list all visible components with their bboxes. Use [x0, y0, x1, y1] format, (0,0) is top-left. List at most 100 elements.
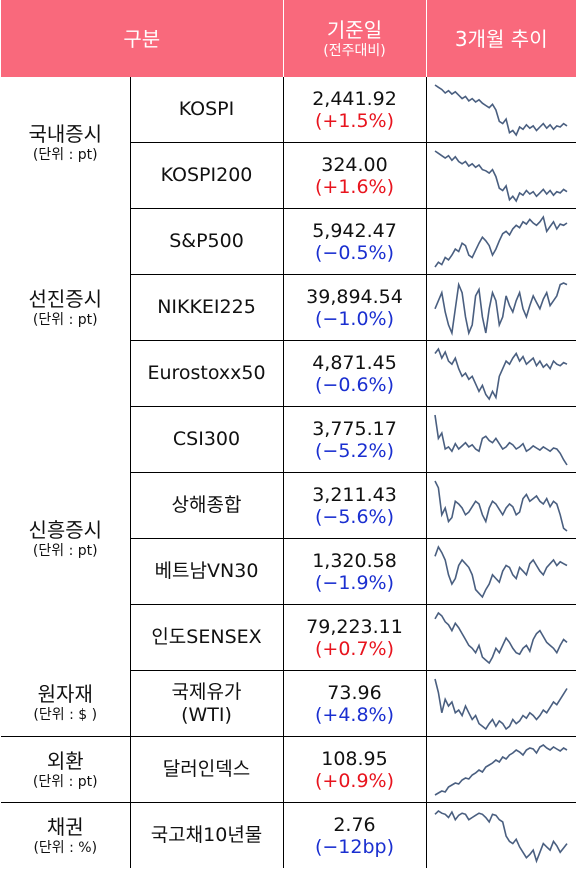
item-name: 상해종합 — [130, 472, 284, 539]
item-change: (+1.5%) — [314, 109, 394, 132]
value-cell: 3,775.17 (−5.2%) — [283, 406, 427, 473]
trend-cell — [426, 538, 576, 605]
sparkline-series — [434, 414, 568, 465]
sparkline-series — [434, 346, 568, 401]
sparkline-series — [434, 611, 568, 664]
value-cell: 4,871.45 (−0.6%) — [283, 340, 427, 407]
sparkline-series — [434, 809, 568, 863]
trend-cell — [426, 274, 576, 341]
table-row: 선진증시 (단위 : pt) S&P500 5,942.47 (−0.5%) — [1, 208, 576, 407]
value-cell: 79,223.11 (+0.7%) — [283, 604, 427, 671]
item-name: 국고채10년물 — [130, 802, 284, 868]
sparkline-series — [434, 214, 568, 267]
group-cell: 신흥증시 (단위 : pt) — [1, 406, 131, 671]
group-name: 신흥증시 — [28, 517, 103, 542]
group-name: 국내증시 — [28, 121, 103, 146]
item-change: (+0.9%) — [314, 769, 394, 792]
trend-cell — [426, 142, 576, 209]
sparkline-series — [434, 281, 568, 336]
trend-cell — [426, 670, 576, 737]
sparkline-chart — [434, 214, 568, 267]
item-name: 달러인덱스 — [130, 736, 284, 803]
value-cell: 108.95 (+0.9%) — [283, 736, 427, 803]
table-row: 원자재 (단위 : $ ) 국제유가 (WTI) 73.96 (+4.8%) — [1, 670, 576, 737]
item-change: (+4.8%) — [314, 703, 394, 726]
item-change: (+1.6%) — [314, 175, 394, 198]
value-cell: 2.76 (−12bp) — [283, 802, 427, 868]
value-cell: 39,894.54 (−1.0%) — [283, 274, 427, 341]
table-row: KOSPI200 324.00 (+1.6%) — [1, 142, 576, 209]
group-name: 원자재 — [37, 682, 93, 707]
group-cell: 채권 (단위 : %) — [1, 802, 131, 868]
item-change: (−1.0%) — [314, 307, 394, 330]
item-value: 3,211.43 — [312, 483, 397, 506]
trend-cell — [426, 406, 576, 473]
value-cell: 2,441.92 (+1.5%) — [283, 77, 427, 143]
sparkline-chart — [434, 743, 568, 796]
item-name-cell: 국제유가 (WTI) — [130, 670, 284, 737]
sparkline-series — [434, 480, 568, 532]
header-base-date-sub: (전주대비) — [323, 42, 386, 59]
value-cell: 1,320.58 (−1.9%) — [283, 538, 427, 605]
table-row: 국내증시 (단위 : pt) KOSPI 2,441.92 (+1.5%) — [1, 77, 576, 209]
table-row: Eurostoxx50 4,871.45 (−0.6%) — [1, 340, 576, 407]
trend-cell — [426, 208, 576, 275]
sparkline-chart — [434, 83, 568, 137]
item-change: (−12bp) — [314, 835, 395, 858]
item-name: S&P500 — [130, 208, 284, 275]
header-category-label: 구분 — [123, 26, 161, 51]
item-change: (−5.2%) — [314, 439, 394, 462]
sparkline-series — [434, 678, 568, 730]
group-unit: (단위 : $ ) — [33, 707, 98, 724]
sparkline-chart — [434, 611, 568, 664]
group-cell: 국내증시 (단위 : pt) — [1, 77, 131, 209]
value-cell: 3,211.43 (−5.6%) — [283, 472, 427, 539]
trend-cell — [426, 604, 576, 671]
header-category: 구분 — [1, 0, 283, 77]
item-value: 3,775.17 — [312, 417, 397, 440]
group-cell: 외환 (단위 : pt) — [1, 736, 131, 803]
trend-cell — [426, 77, 576, 143]
item-name: 베트남VN30 — [130, 538, 284, 605]
header-base-date: 기준일 (전주대비) — [282, 0, 426, 77]
group-unit: (단위 : pt) — [32, 773, 98, 790]
table-row: 외환 (단위 : pt) 달러인덱스 108.95 (+0.9%) — [1, 736, 576, 803]
group-unit: (단위 : %) — [33, 839, 98, 856]
item-name: Eurostoxx50 — [130, 340, 284, 407]
group-unit: (단위 : pt) — [32, 542, 98, 559]
item-value: 2.76 — [333, 813, 376, 836]
group-name: 선진증시 — [28, 286, 103, 311]
item-name: KOSPI — [130, 77, 284, 143]
value-cell: 324.00 (+1.6%) — [283, 142, 427, 209]
group-cell: 원자재 (단위 : $ ) — [1, 670, 131, 737]
item-value: 5,942.47 — [312, 219, 397, 242]
header-base-date-label: 기준일 — [326, 17, 383, 42]
item-change: (−1.9%) — [314, 571, 394, 594]
item-change: (+0.7%) — [314, 637, 394, 660]
item-value: 324.00 — [321, 153, 388, 176]
table-row: 상해종합 3,211.43 (−5.6%) — [1, 472, 576, 539]
table-row: NIKKEI225 39,894.54 (−1.0%) — [1, 274, 576, 341]
table-row: 인도SENSEX 79,223.11 (+0.7%) — [1, 604, 576, 671]
sparkline-series — [434, 149, 568, 203]
table-row: 신흥증시 (단위 : pt) CSI300 3,775.17 (−5.2%) — [1, 406, 576, 671]
trend-cell — [426, 472, 576, 539]
item-value: 79,223.11 — [306, 615, 403, 638]
header-trend-label: 3개월 추이 — [454, 26, 548, 51]
item-change: (−0.5%) — [314, 241, 394, 264]
item-value: 1,320.58 — [312, 549, 397, 572]
group-unit: (단위 : pt) — [32, 311, 98, 328]
group-cell: 선진증시 (단위 : pt) — [1, 208, 131, 407]
table-row: 베트남VN30 1,320.58 (−1.9%) — [1, 538, 576, 605]
trend-cell — [426, 803, 576, 869]
item-name: NIKKEI225 — [130, 274, 284, 341]
sparkline-chart — [434, 544, 568, 598]
item-value: 39,894.54 — [306, 285, 403, 308]
item-value: 108.95 — [321, 747, 388, 770]
sparkline-chart — [434, 678, 568, 730]
sparkline-chart — [434, 809, 568, 863]
sparkline-series — [434, 743, 568, 796]
sparkline-series — [434, 544, 568, 598]
sparkline-chart — [434, 346, 568, 401]
